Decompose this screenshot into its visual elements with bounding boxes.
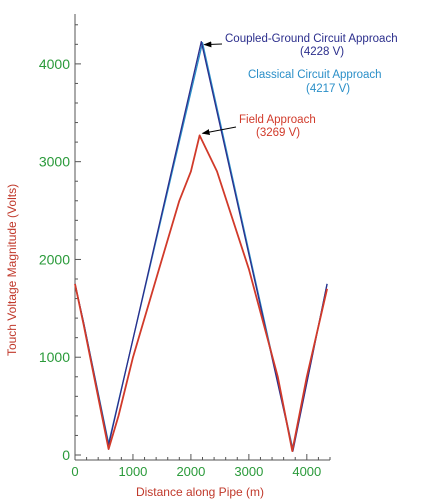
y-tick-label: 0 [62, 447, 70, 463]
x-tick-label: 2000 [176, 464, 205, 479]
annotation-field-line1: Field Approach [239, 114, 316, 126]
y-tick-label: 3000 [39, 154, 70, 170]
series-line-field [74, 134, 328, 453]
annotation-classical-line1: Classical Circuit Approach [248, 69, 382, 81]
annotation-field-line2: (3269 V) [256, 127, 300, 139]
series-line-classical [74, 42, 328, 450]
axes: 0 1000 2000 3000 4000 0 1000 2000 3000 4000 [39, 14, 331, 479]
y-tick-label: 1000 [39, 349, 70, 365]
series-layer [74, 40, 328, 453]
annotation-coupled-line1: Coupled-Ground Circuit Approach [225, 33, 398, 45]
x-tick-label: 1000 [118, 464, 147, 479]
x-tick-label: 0 [71, 464, 78, 479]
series-line-coupled [74, 40, 328, 452]
annotation-arrow-field [201, 126, 237, 136]
annotations: Coupled-Ground Circuit Approach (4228 V)… [201, 33, 398, 139]
x-tick-label: 4000 [292, 464, 321, 479]
annotation-classical-line2: (4217 V) [306, 83, 350, 95]
x-axis-title: Distance along Pipe (m) [136, 485, 264, 499]
y-tick-label: 4000 [39, 56, 70, 72]
y-axis-title: Touch Voltage Magnitude (Volts) [5, 184, 19, 356]
y-tick-label: 2000 [39, 251, 70, 267]
annotation-arrow-coupled [203, 41, 223, 48]
x-tick-label: 3000 [234, 464, 263, 479]
annotation-coupled-line2: (4228 V) [300, 46, 344, 58]
